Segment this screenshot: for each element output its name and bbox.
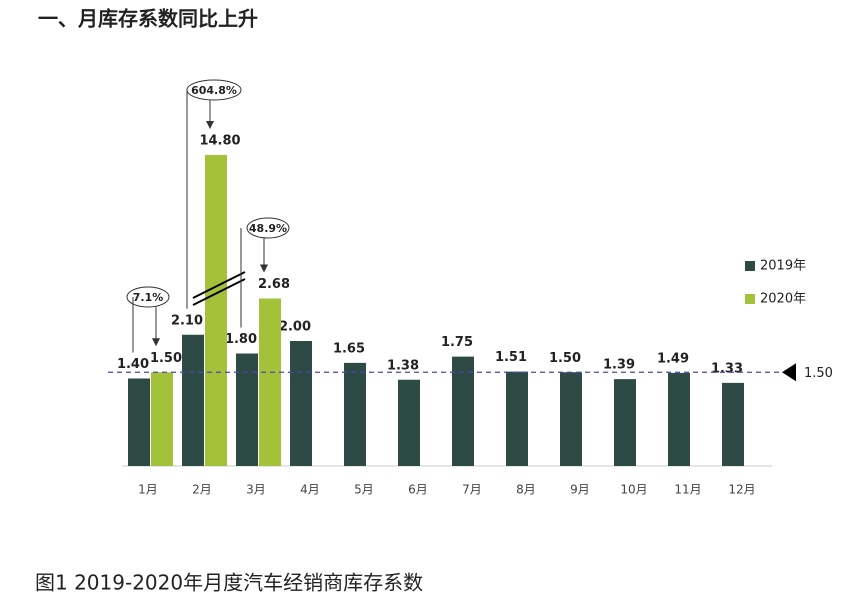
x-tick-label: 3月	[246, 483, 266, 497]
x-tick-label: 4月	[300, 483, 320, 497]
arrow-head	[152, 338, 160, 347]
caption: 图1 2019-2020年月度汽车经销商库存系数	[35, 571, 423, 595]
value-label: 1.33	[711, 361, 743, 376]
arrow-head	[260, 264, 268, 273]
reference-label: 1.50	[804, 366, 833, 381]
bar	[290, 341, 312, 466]
value-label: 2.00	[279, 320, 311, 335]
value-label: 1.65	[333, 341, 365, 356]
bar	[151, 372, 173, 466]
page-title: 一、月库存系数同比上升	[38, 7, 258, 31]
annotation: 7.1%	[133, 291, 164, 304]
legend-swatch	[745, 261, 755, 271]
annotation-bubble	[246, 217, 290, 239]
value-label: 1.40	[117, 357, 149, 372]
bar	[344, 362, 366, 466]
bar	[236, 353, 258, 466]
bar	[452, 356, 474, 466]
legend-label: 2019年	[760, 259, 806, 274]
value-label: 1.50	[549, 351, 581, 366]
bar	[506, 371, 528, 466]
bar	[668, 372, 690, 466]
annotation: 604.8%	[191, 84, 237, 97]
x-tick-label: 5月	[354, 483, 374, 497]
value-label: 1.39	[603, 358, 635, 373]
x-tick-label: 10月	[620, 483, 647, 497]
value-label: 1.49	[657, 351, 689, 366]
arrow-head	[206, 121, 214, 129]
bar	[614, 379, 636, 466]
legend-label: 2020年	[760, 292, 806, 307]
x-tick-label: 12月	[728, 483, 755, 497]
x-tick-label: 1月	[138, 483, 158, 497]
x-tick-label: 6月	[408, 483, 428, 497]
reference-marker	[782, 363, 796, 382]
axis-break	[192, 271, 246, 299]
x-tick-label: 9月	[570, 483, 590, 497]
value-label: 2.68	[258, 277, 290, 292]
bar	[259, 298, 281, 466]
value-label: 2.10	[171, 313, 203, 328]
bar	[128, 378, 150, 466]
x-tick-label: 11月	[674, 483, 701, 497]
value-label: 1.75	[441, 335, 473, 350]
bar	[398, 379, 420, 466]
value-label: 1.80	[225, 332, 257, 347]
value-label: 1.51	[495, 350, 527, 365]
value-label: 1.50	[150, 351, 182, 366]
x-tick-label: 8月	[516, 483, 536, 497]
x-tick-label: 2月	[192, 483, 212, 497]
x-tick-label: 7月	[462, 483, 482, 497]
legend-swatch	[745, 294, 755, 304]
bar	[205, 155, 227, 466]
value-label: 1.38	[387, 358, 419, 373]
bar	[560, 372, 582, 466]
axis-break	[192, 278, 246, 306]
annotation: 48.9%	[249, 222, 287, 235]
value-label: 14.80	[199, 134, 240, 149]
bar	[182, 334, 204, 466]
bar	[722, 382, 744, 466]
annotation-bubble	[126, 286, 170, 308]
